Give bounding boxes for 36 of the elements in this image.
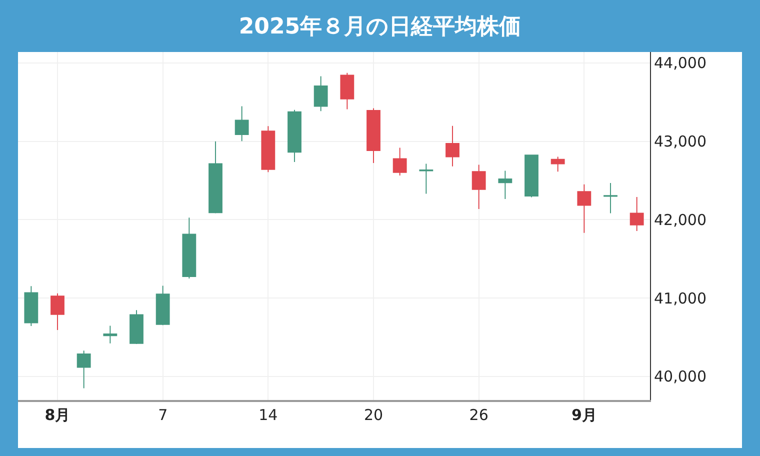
candlestick — [24, 286, 38, 327]
candlestick — [366, 108, 380, 164]
candlestick — [472, 164, 486, 210]
y-tick-label: 44,000 — [654, 54, 706, 72]
candlestick — [261, 126, 276, 173]
x-tick-label: 20 — [364, 406, 384, 424]
candlestick — [182, 217, 196, 279]
candlestick — [498, 170, 512, 200]
candlestick — [446, 125, 460, 167]
y-tick-label: 40,000 — [654, 368, 706, 386]
y-tick-label: 41,000 — [654, 289, 706, 308]
candlestick — [550, 156, 565, 172]
candlestick — [156, 285, 170, 326]
candlestick — [76, 350, 91, 389]
candlestick — [314, 76, 328, 112]
candlestick — [103, 325, 118, 344]
x-tick-label: 8月 — [44, 406, 70, 424]
candlestick — [419, 163, 434, 194]
candlestick — [604, 182, 618, 214]
candlestick — [208, 140, 222, 214]
candlestick — [50, 292, 64, 331]
candlestick — [577, 184, 592, 234]
chart-title: 2025年８月の日経平均株価 — [238, 14, 522, 40]
x-tick-label: 26 — [469, 406, 488, 424]
candlestick — [524, 154, 538, 198]
candlestick — [392, 147, 407, 176]
y-tick-label: 43,000 — [654, 132, 706, 151]
y-tick-label: 42,000 — [654, 210, 706, 229]
candlestick — [288, 109, 302, 163]
candlestick — [130, 310, 144, 344]
x-tick-label: 9月 — [571, 406, 597, 424]
candlestick — [340, 72, 354, 110]
candlestick — [630, 196, 644, 232]
candlestick — [234, 106, 249, 142]
x-tick-label: 14 — [258, 406, 278, 424]
x-tick-label: 7 — [158, 406, 168, 424]
